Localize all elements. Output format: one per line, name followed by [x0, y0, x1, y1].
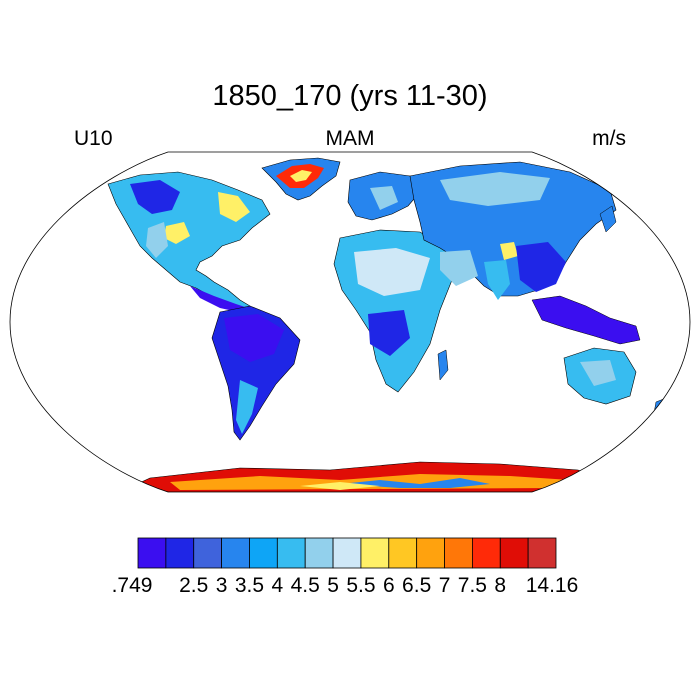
- season-label: MAM: [325, 127, 375, 150]
- arabia-light: [440, 250, 478, 286]
- colorbar-box: [193, 537, 222, 569]
- australia-light: [580, 360, 616, 386]
- colorbar: [137, 537, 557, 569]
- colorbar-box: [332, 537, 362, 569]
- se-asia-low: [516, 242, 566, 292]
- colorbar-box: [388, 537, 418, 569]
- greenland-core: [290, 170, 312, 182]
- colorbar-box: [499, 537, 529, 569]
- colorbar-box: [471, 537, 501, 569]
- colorbar-label: 4: [271, 574, 284, 597]
- colorbar-box: [165, 537, 195, 569]
- na-hudson-yellow: [218, 192, 250, 222]
- colorbar-label: 3.5: [234, 574, 265, 597]
- antarctica-interior-blue: [340, 478, 490, 488]
- colorbar-label: .749: [111, 574, 153, 597]
- colorbar-label: 5.5: [346, 574, 376, 597]
- colorbar-label: 14.16: [525, 574, 579, 597]
- na-canada-low: [130, 180, 180, 214]
- sa-south: [236, 380, 258, 434]
- tibet-yellow: [500, 242, 518, 260]
- colorbar-box: [527, 537, 557, 569]
- colorbar-box: [249, 537, 278, 569]
- europe-light: [370, 186, 398, 210]
- colorbar-box: [137, 537, 167, 569]
- na-plains-yellow: [164, 222, 190, 244]
- colorbar-label: 3: [215, 574, 228, 597]
- colorbar-box: [360, 537, 390, 569]
- colorbar-label: 6: [382, 574, 395, 597]
- africa-congo-low: [368, 310, 410, 356]
- colorbar-box: [276, 537, 306, 569]
- variable-label: U10: [74, 127, 113, 150]
- na-light: [146, 222, 168, 258]
- madagascar: [437, 349, 449, 381]
- antarctica-interior-yellow: [300, 482, 380, 490]
- siberia-light: [440, 172, 550, 206]
- colorbar-box: [444, 537, 473, 569]
- maritime-continent: [531, 295, 641, 345]
- colorbar-box: [221, 537, 250, 569]
- colorbar-label: 5: [327, 574, 339, 597]
- africa-sahara-light: [354, 248, 430, 296]
- map-boundary: [9, 151, 691, 493]
- colorbar-label: 8: [494, 574, 507, 597]
- north-america: [107, 171, 271, 309]
- central-america-low: [190, 286, 248, 312]
- colorbar-label: 7: [438, 574, 451, 597]
- colorbar-label: 4.5: [290, 574, 320, 597]
- colorbar-label: 6.5: [402, 574, 432, 597]
- colorbar-label: 7.5: [457, 574, 487, 597]
- japan: [599, 205, 617, 233]
- colorbar-label: 2.5: [179, 574, 209, 597]
- colorbar-box: [304, 537, 334, 569]
- units-label: m/s: [592, 127, 626, 150]
- plot-title: 1850_170 (yrs 11-30): [212, 80, 488, 112]
- map-fill: [107, 157, 667, 492]
- sa-amazon-low: [224, 314, 284, 362]
- colorbar-box: [416, 537, 445, 569]
- india: [484, 260, 510, 300]
